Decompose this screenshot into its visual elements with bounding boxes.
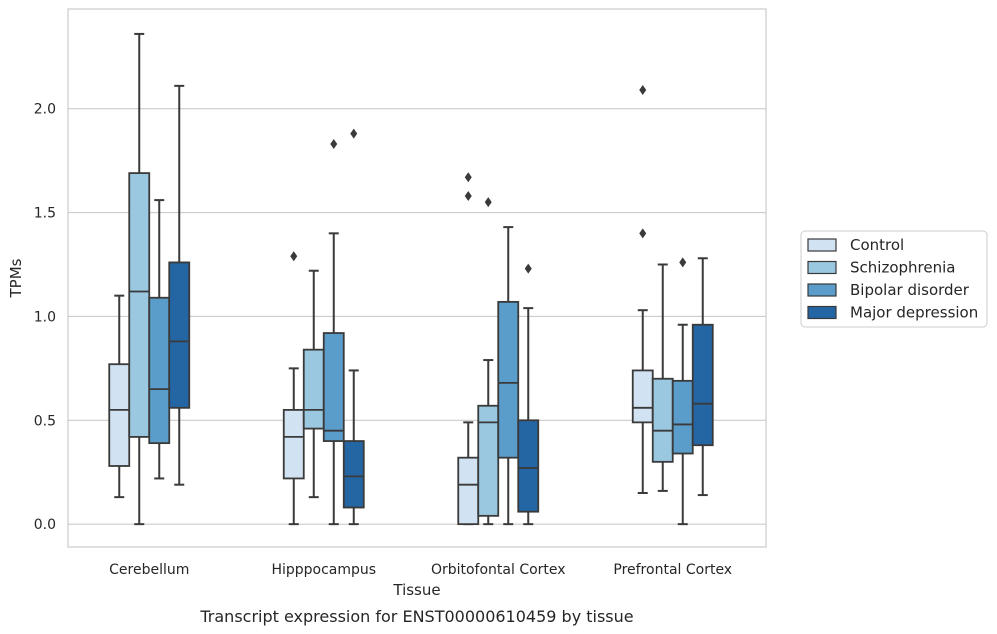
y-tick-label: 1.0 (34, 309, 56, 325)
box-element (691, 257, 714, 497)
y-tick-label: 0.5 (34, 413, 56, 429)
outlier-marker (639, 85, 647, 96)
outlier-marker (639, 228, 647, 239)
y-axis-ticks: 0.0 0.5 1.0 1.5 2.0 (34, 102, 56, 533)
iqr-box (342, 440, 365, 509)
legend-frame (800, 230, 988, 328)
outlier-marker (679, 257, 687, 268)
iqr-box (322, 332, 345, 442)
legend: Control Schizophrenia Bipolar disorder Majo… (800, 230, 988, 328)
outlier-marker (484, 197, 492, 208)
box-element (148, 199, 171, 480)
legend-label: Major depression (850, 304, 978, 322)
outlier-marker (330, 139, 338, 150)
box-element (671, 257, 694, 526)
y-axis-label: TPMs (7, 258, 25, 298)
iqr-box (671, 379, 694, 455)
y-tick-label: 2.0 (34, 102, 56, 118)
legend-swatch (807, 305, 837, 320)
y-tick-label: 1.5 (34, 206, 56, 222)
legend-items: Control Schizophrenia Bipolar disorder Majo… (807, 236, 978, 322)
iqr-box (691, 323, 714, 447)
box-element (282, 251, 305, 526)
iqr-box (651, 377, 674, 463)
iqr-box (302, 348, 325, 430)
legend-swatch (807, 283, 837, 297)
x-axis-label: Tissue (392, 581, 440, 599)
box-series-layer (108, 32, 714, 526)
x-tick-label: Orbitofontal Cortex (431, 562, 566, 578)
outlier-marker (524, 263, 532, 274)
series-schizophrenia (128, 32, 674, 526)
box-element (477, 197, 500, 526)
iqr-box (497, 300, 520, 459)
box-element (108, 294, 131, 499)
iqr-box (282, 409, 305, 480)
box-element (497, 226, 520, 526)
iqr-box (128, 172, 151, 438)
box-element (302, 269, 325, 499)
outlier-marker (290, 251, 298, 262)
box-element (322, 139, 345, 526)
chart-caption: Transcript expression for ENST0000061045… (199, 607, 633, 626)
iqr-box (477, 404, 500, 517)
outlier-marker (350, 128, 358, 139)
legend-swatch (807, 238, 837, 252)
box-element (342, 128, 365, 526)
box-element (517, 263, 540, 526)
legend-label: Bipolar disorder (850, 281, 970, 299)
outlier-marker (464, 190, 472, 201)
series-bipolar-disorder (148, 139, 694, 526)
iqr-box (168, 261, 191, 409)
series-major-depression (168, 84, 714, 526)
legend-label: Control (850, 236, 904, 254)
x-axis-ticks: Cerebellum Hipppocampus Orbitofontal Corte… (109, 562, 732, 578)
x-tick-label: Prefrontal Cortex (613, 562, 732, 578)
iqr-box (517, 419, 540, 513)
outlier-marker (464, 172, 472, 183)
legend-label: Schizophrenia (850, 259, 955, 277)
plot-frame (67, 8, 767, 548)
x-tick-label: Cerebellum (109, 562, 189, 578)
legend-swatch (807, 260, 837, 275)
iqr-box (631, 369, 654, 424)
series-control (108, 85, 654, 526)
iqr-box (108, 363, 131, 467)
x-tick-label: Hipppocampus (271, 562, 376, 578)
iqr-box (457, 456, 480, 526)
box-element (457, 172, 480, 526)
y-tick-label: 0.0 (34, 517, 56, 533)
box-element (631, 85, 654, 494)
box-element (168, 84, 191, 486)
iqr-box (148, 296, 171, 445)
